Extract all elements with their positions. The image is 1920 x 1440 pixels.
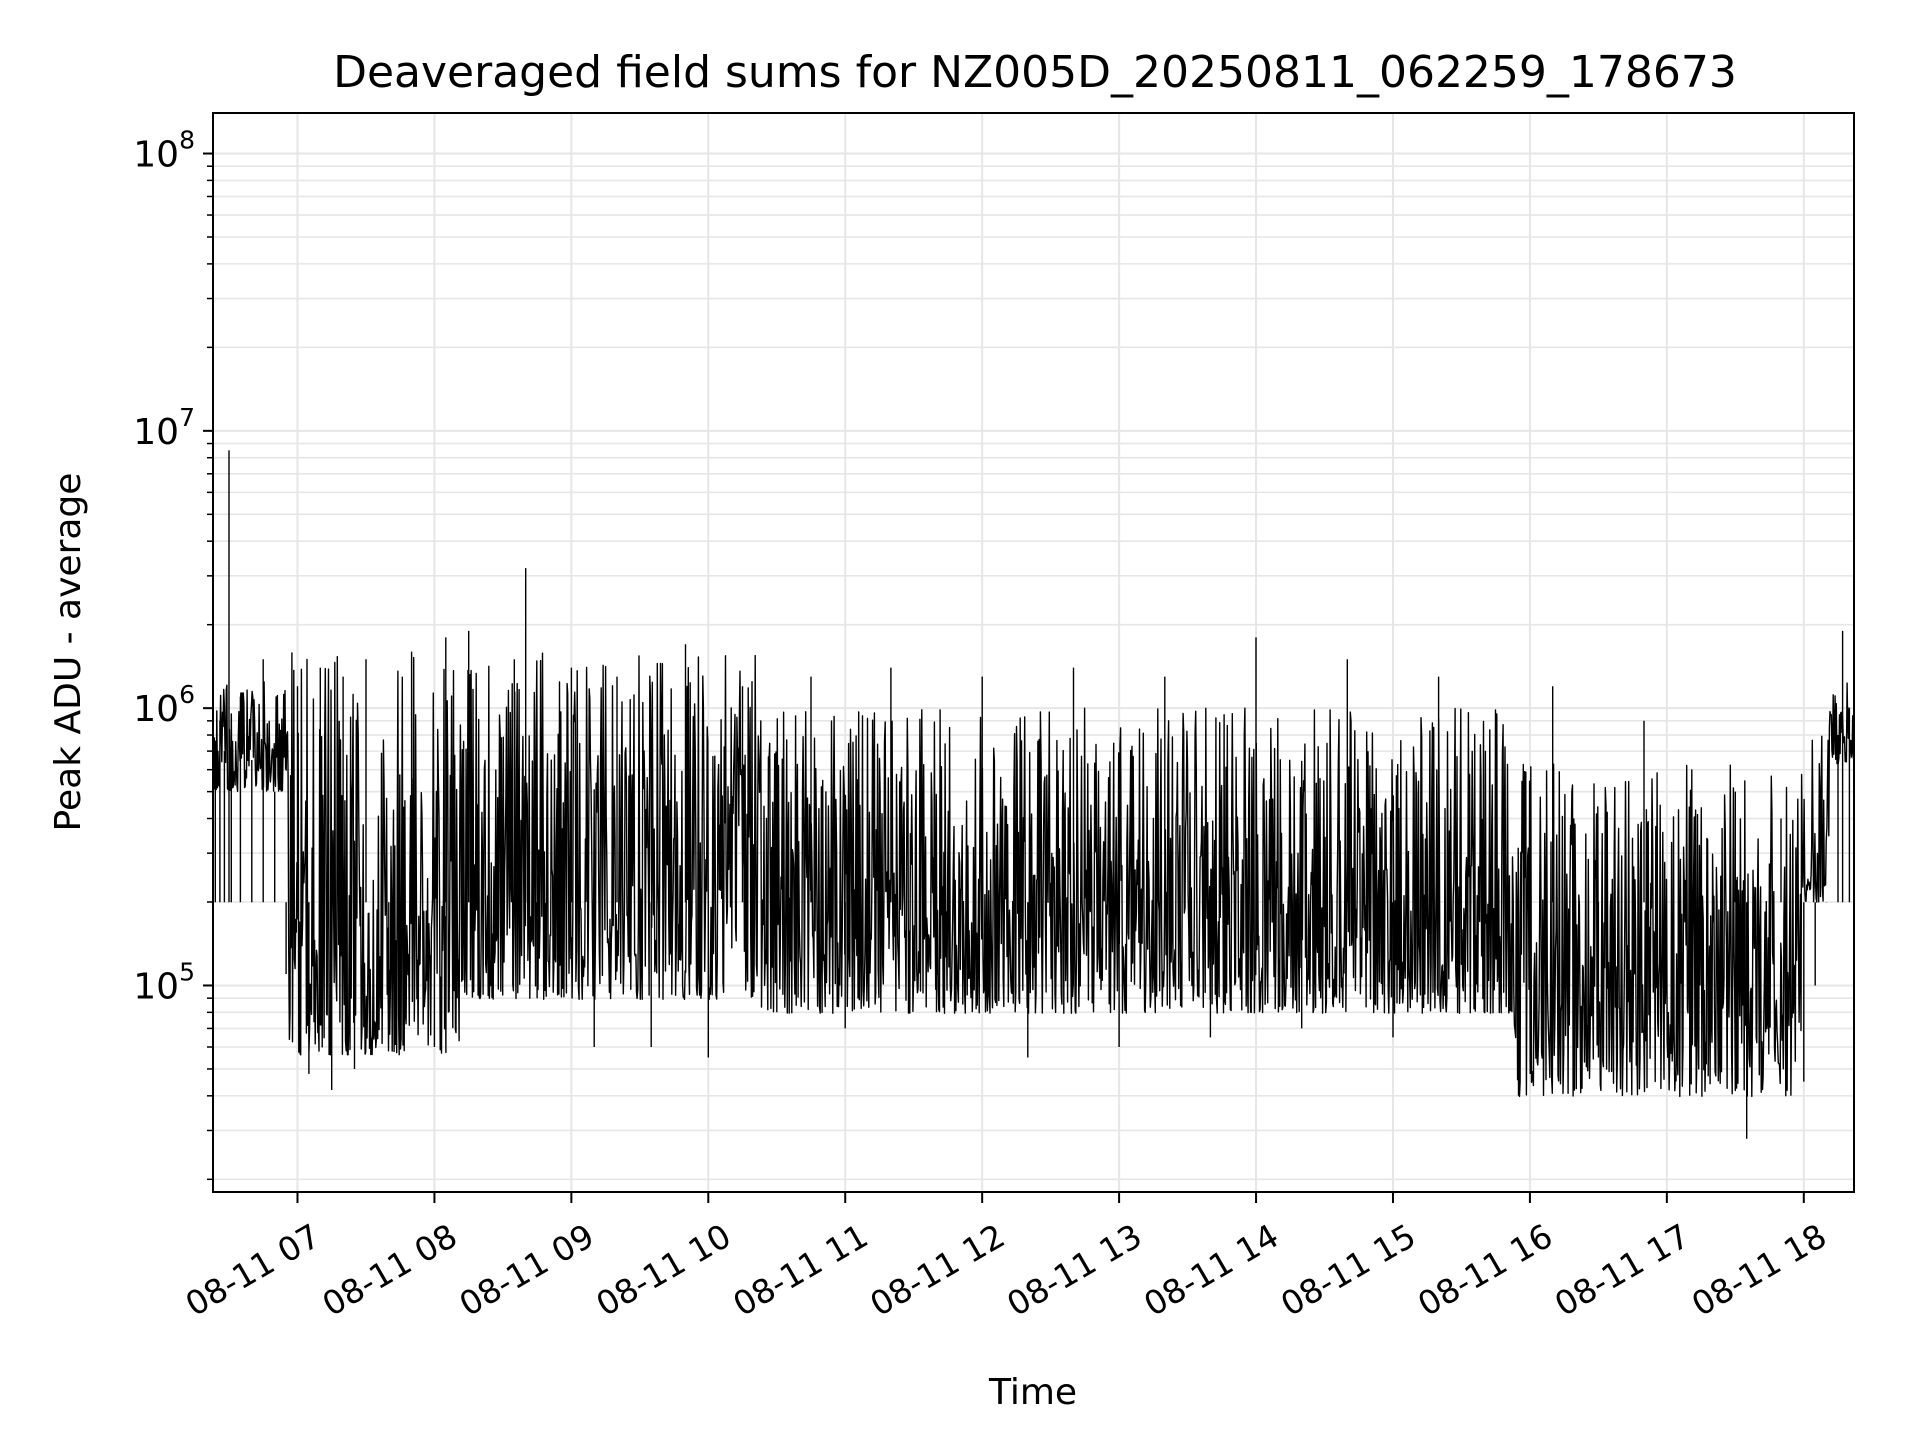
plot-frame <box>212 112 1855 1193</box>
y-axis: 105 106 107 108 <box>133 126 195 1008</box>
chart-title: Deaveraged field sums for NZ005D_2025081… <box>333 47 1737 98</box>
y-tick-label: 106 <box>133 680 195 730</box>
y-tick-label: 108 <box>133 126 195 176</box>
y-tick-label: 105 <box>133 957 195 1007</box>
grid <box>203 113 1854 1192</box>
series-line <box>213 450 1854 1139</box>
x-axis-label: Time <box>988 1372 1077 1413</box>
y-axis-label: Peak ADU - average <box>48 473 89 832</box>
plot-area <box>213 450 1854 1139</box>
y-tick-label: 107 <box>133 403 195 453</box>
